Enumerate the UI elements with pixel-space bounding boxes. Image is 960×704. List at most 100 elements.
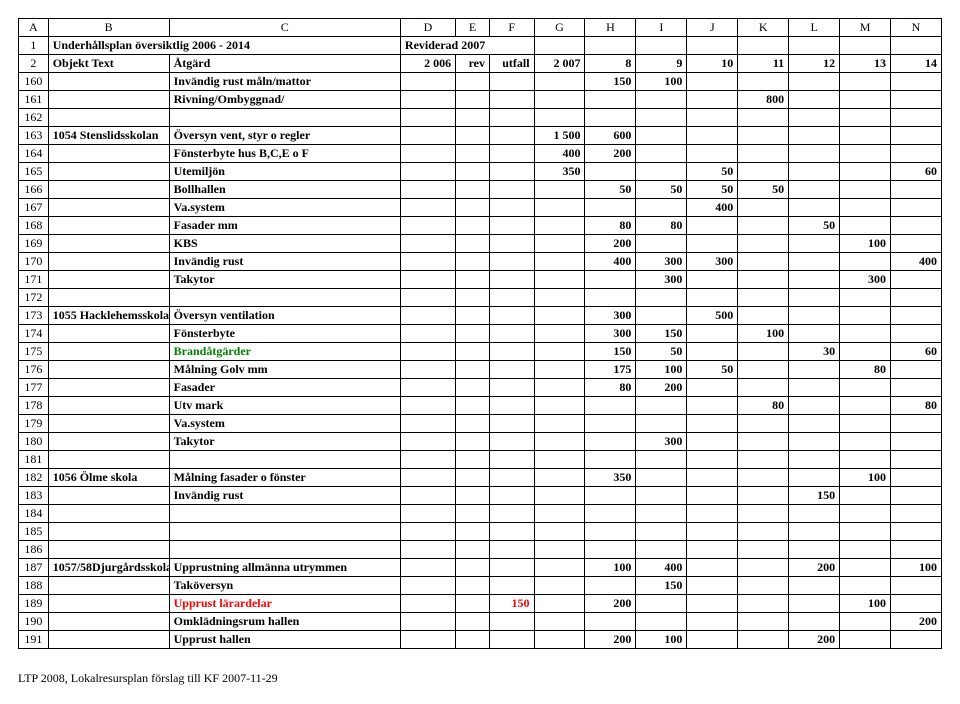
col-header-e: E [456, 19, 490, 37]
objekt-text [48, 451, 169, 469]
value-cell [456, 595, 490, 613]
objekt-text [48, 325, 169, 343]
value-cell: 200 [636, 379, 687, 397]
value-cell [840, 559, 891, 577]
objekt-text: 1055 Hacklehemsskolan [48, 307, 169, 325]
value-cell: 80 [585, 217, 636, 235]
cell-empty [585, 37, 636, 55]
value-cell: 50 [687, 163, 738, 181]
value-cell: 500 [687, 307, 738, 325]
value-cell [840, 289, 891, 307]
atgard-text: KBS [169, 235, 400, 253]
value-cell [534, 433, 585, 451]
value-cell: 100 [840, 235, 891, 253]
value-cell: 175 [585, 361, 636, 379]
value-cell [840, 217, 891, 235]
header-cell-j: 10 [687, 55, 738, 73]
row-number: 181 [19, 451, 49, 469]
value-cell [789, 271, 840, 289]
value-cell [490, 469, 535, 487]
value-cell: 400 [687, 199, 738, 217]
objekt-text: 1056 Ölme skola [48, 469, 169, 487]
value-cell: 50 [585, 181, 636, 199]
value-cell [456, 361, 490, 379]
value-cell [585, 109, 636, 127]
atgard-text: Målning fasader o fönster [169, 469, 400, 487]
value-cell: 100 [636, 361, 687, 379]
value-cell [636, 109, 687, 127]
value-cell [891, 379, 942, 397]
value-cell: 300 [585, 325, 636, 343]
atgard-text [169, 109, 400, 127]
value-cell: 50 [687, 361, 738, 379]
value-cell [585, 433, 636, 451]
header-cell-e: rev [456, 55, 490, 73]
value-cell: 80 [738, 397, 789, 415]
value-cell [840, 613, 891, 631]
value-cell [840, 91, 891, 109]
value-cell [891, 325, 942, 343]
value-cell: 200 [891, 613, 942, 631]
atgard-text: Omklädningsrum hallen [169, 613, 400, 631]
value-cell [738, 127, 789, 145]
atgard-text: Invändig rust måln/mattor [169, 73, 400, 91]
row-number: 162 [19, 109, 49, 127]
col-header-j: J [687, 19, 738, 37]
value-cell: 800 [738, 91, 789, 109]
value-cell: 200 [585, 235, 636, 253]
value-cell [687, 505, 738, 523]
value-cell: 200 [585, 595, 636, 613]
value-cell [456, 325, 490, 343]
value-cell [490, 577, 535, 595]
header-cell-l: 12 [789, 55, 840, 73]
value-cell [490, 91, 535, 109]
row-number: 183 [19, 487, 49, 505]
value-cell [687, 433, 738, 451]
value-cell [789, 73, 840, 91]
atgard-text [169, 523, 400, 541]
value-cell [534, 541, 585, 559]
objekt-text [48, 397, 169, 415]
value-cell [840, 181, 891, 199]
value-cell [400, 325, 455, 343]
value-cell [534, 307, 585, 325]
value-cell [456, 163, 490, 181]
value-cell [687, 541, 738, 559]
value-cell [891, 451, 942, 469]
value-cell [534, 271, 585, 289]
atgard-text [169, 451, 400, 469]
value-cell [738, 163, 789, 181]
value-cell [636, 523, 687, 541]
value-cell [400, 577, 455, 595]
objekt-text: 1057/58Djurgårdsskolan [48, 559, 169, 577]
value-cell [840, 415, 891, 433]
atgard-text: Takytor [169, 271, 400, 289]
row-number: 191 [19, 631, 49, 649]
value-cell [789, 433, 840, 451]
cell-empty [738, 37, 789, 55]
value-cell [490, 541, 535, 559]
value-cell [636, 469, 687, 487]
value-cell [738, 73, 789, 91]
header-cell-k: 11 [738, 55, 789, 73]
value-cell [490, 559, 535, 577]
row-number: 186 [19, 541, 49, 559]
value-cell [456, 271, 490, 289]
value-cell [400, 397, 455, 415]
col-header-l: L [789, 19, 840, 37]
value-cell: 350 [534, 163, 585, 181]
value-cell [687, 397, 738, 415]
value-cell [456, 307, 490, 325]
value-cell [789, 415, 840, 433]
value-cell [534, 451, 585, 469]
row-number: 163 [19, 127, 49, 145]
row-number: 188 [19, 577, 49, 595]
atgard-text: Bollhallen [169, 181, 400, 199]
value-cell [738, 307, 789, 325]
value-cell [490, 181, 535, 199]
value-cell [840, 397, 891, 415]
value-cell: 350 [585, 469, 636, 487]
row-number: 178 [19, 397, 49, 415]
cell-empty [891, 37, 942, 55]
value-cell [636, 415, 687, 433]
